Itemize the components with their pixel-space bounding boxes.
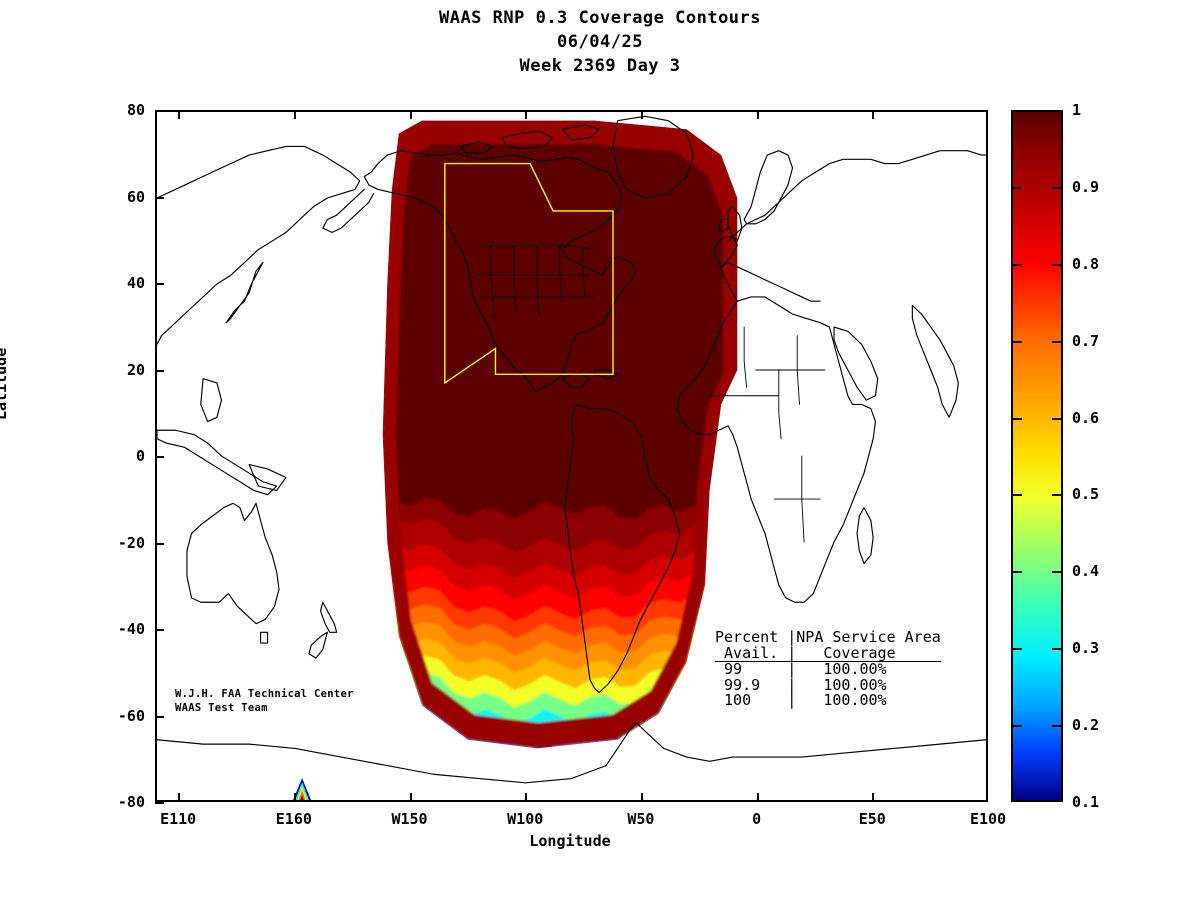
x-tick-mark-top — [178, 110, 181, 119]
x-tick-mark-top — [756, 110, 759, 119]
npa-table-row: 100 | 100.00% — [715, 691, 887, 709]
x-tick-mark-top — [640, 110, 643, 119]
x-tick-mark — [640, 793, 643, 802]
y-tick-label: -80 — [117, 793, 145, 811]
npa-table-header-row: Avail. | Coverage — [715, 645, 941, 662]
colorbar-tick-label: 0.4 — [1072, 562, 1100, 581]
y-tick-mark — [155, 283, 164, 285]
colorbar-tick-mark — [1013, 571, 1022, 574]
colorbar-tick-mark — [1013, 648, 1022, 651]
x-tick-label: W100 — [507, 810, 544, 828]
coverage-contour-layer — [293, 120, 738, 800]
x-tick-label: W50 — [627, 810, 655, 828]
colorbar-tick-mark — [1052, 417, 1061, 420]
colorbar[interactable] — [1011, 110, 1063, 802]
y-tick-label: 60 — [126, 187, 145, 206]
y-tick-mark — [155, 369, 164, 372]
y-tick-mark — [155, 196, 164, 199]
npa-table-row: 99.9 | 100.00% — [715, 675, 887, 694]
colorbar-tick-label: 0.2 — [1072, 716, 1100, 735]
colorbar-tick-label: 0.5 — [1072, 485, 1100, 504]
colorbar-tick-label: 0.9 — [1072, 177, 1100, 196]
title-line-2: 06/04/25 — [557, 32, 643, 52]
x-tick-mark-top — [872, 110, 875, 119]
x-tick-label: E160 — [275, 810, 312, 828]
colorbar-tick-mark — [1052, 263, 1061, 266]
credit-line-1: W.J.H. FAA Technical Center — [175, 688, 354, 700]
colorbar-tick-mark — [1052, 340, 1061, 343]
y-axis-label: Latitude — [0, 347, 10, 420]
npa-service-area-polygon — [444, 162, 614, 385]
colorbar-tick-mark — [1013, 417, 1022, 420]
colorbar-gradient — [1013, 112, 1061, 800]
colorbar-tick-mark — [1013, 263, 1022, 266]
colorbar-tick-mark — [1013, 725, 1022, 728]
y-tick-label: 40 — [126, 274, 145, 292]
colorbar-tick-mark — [1052, 648, 1061, 651]
colorbar-tick-mark — [1052, 494, 1061, 497]
npa-table-row: 99 | 100.00% — [715, 660, 887, 678]
y-tick-label: 20 — [126, 360, 145, 379]
y-tick-label: -20 — [117, 533, 145, 552]
x-tick-mark — [872, 793, 875, 802]
title-line-3: Week 2369 Day 3 — [519, 56, 681, 76]
title-line-1: WAAS RNP 0.3 Coverage Contours — [438, 8, 762, 28]
colorbar-tick-mark — [1052, 186, 1061, 189]
x-tick-label: E50 — [858, 810, 886, 828]
colorbar-tick-mark — [1052, 725, 1061, 728]
x-tick-mark-top — [409, 110, 412, 119]
y-tick-label: 80 — [126, 101, 145, 119]
colorbar-tick-mark — [1013, 340, 1022, 343]
x-tick-mark — [756, 793, 759, 802]
y-tick-label: 0 — [135, 447, 145, 465]
x-tick-label: 0 — [752, 810, 762, 828]
y-tick-label: -40 — [117, 620, 145, 638]
world-coastline-layer — [157, 115, 986, 784]
colorbar-tick-label: 0.8 — [1072, 254, 1100, 273]
colorbar-tick-label: 0.7 — [1072, 331, 1100, 350]
npa-coverage-table: Percent |NPA Service Area Avail. | Cover… — [715, 628, 941, 709]
x-tick-label: W150 — [391, 810, 428, 828]
colorbar-tick-label: 0.6 — [1072, 408, 1100, 427]
x-tick-mark — [178, 793, 181, 802]
x-tick-mark — [525, 793, 528, 802]
colorbar-tick-mark — [1013, 186, 1022, 189]
x-tick-mark-top — [525, 110, 528, 119]
chart-title: WAAS RNP 0.3 Coverage Contours 06/04/25 … — [0, 6, 1200, 78]
colorbar-tick-label: 0.3 — [1072, 639, 1100, 658]
y-tick-mark — [155, 542, 164, 545]
y-tick-mark — [155, 802, 164, 804]
colorbar-tick-mark — [1052, 571, 1061, 574]
colorbar-tick-label: 1 — [1072, 101, 1082, 119]
y-tick-mark — [155, 456, 164, 458]
colorbar-tick-mark — [1013, 494, 1022, 497]
x-tick-label: E100 — [969, 810, 1007, 828]
x-tick-mark — [409, 793, 412, 802]
x-tick-mark — [293, 793, 296, 802]
y-tick-label: -60 — [117, 706, 145, 725]
x-axis-label: Longitude — [529, 832, 611, 850]
y-tick-mark — [155, 715, 164, 718]
colorbar-tick-label: 0.1 — [1072, 793, 1100, 811]
y-tick-mark — [155, 629, 164, 631]
map-plot-area[interactable] — [155, 110, 988, 802]
x-tick-mark-top — [293, 110, 296, 119]
npa-table-header-row: Percent |NPA Service Area — [715, 628, 941, 646]
credit-line-2: WAAS Test Team — [175, 702, 268, 714]
credit-text: W.J.H. FAA Technical Center WAAS Test Te… — [175, 687, 354, 715]
x-tick-label: E110 — [160, 810, 197, 828]
